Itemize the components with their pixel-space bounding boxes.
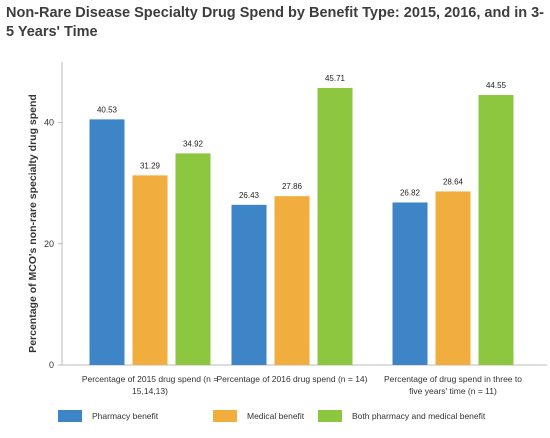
x-tick-label: five years' time (n = 11) <box>409 386 497 396</box>
bar <box>317 87 353 365</box>
data-label: 44.55 <box>486 81 507 90</box>
chart-legend: Pharmacy benefit Medical benefit Both phar… <box>0 410 550 430</box>
y-tick-label: 40 <box>44 118 54 128</box>
bar <box>435 191 471 365</box>
data-label: 45.71 <box>325 74 346 83</box>
legend-label: Medical benefit <box>247 411 305 421</box>
y-tick-label: 0 <box>49 360 54 370</box>
data-label: 26.82 <box>400 188 421 197</box>
legend-swatch <box>213 410 237 422</box>
legend-swatch <box>318 410 342 422</box>
legend-label: Both pharmacy and medical benefit <box>352 411 486 421</box>
data-label: 27.86 <box>282 182 303 191</box>
bar <box>175 153 211 365</box>
bar <box>392 202 428 365</box>
data-label: 26.43 <box>239 191 260 200</box>
x-tick-label: Percentage of drug spend in three to <box>384 374 522 384</box>
legend-label: Pharmacy benefit <box>92 411 159 421</box>
x-tick-label: 15,14,13) <box>132 386 168 396</box>
legend-item: Pharmacy benefit <box>58 410 158 422</box>
bar <box>478 95 514 365</box>
data-label: 34.92 <box>183 139 204 148</box>
bar-chart: 0 20 40 Percentage of MCO's non-rare specia… <box>27 62 547 396</box>
bar <box>231 204 267 365</box>
data-label: 28.64 <box>443 177 464 186</box>
y-axis-title: Percentage of MCO's non-rare specialty d… <box>27 94 39 353</box>
bar <box>132 175 168 365</box>
legend-swatch <box>58 410 82 422</box>
bar <box>274 196 310 365</box>
legend-item: Both pharmacy and medical benefit <box>318 410 485 422</box>
data-label: 31.29 <box>140 161 161 170</box>
chart-title: Non-Rare Disease Specialty Drug Spend by… <box>6 5 545 40</box>
bar <box>89 119 125 365</box>
x-tick-label: Percentage of 2016 drug spend (n = 14) <box>217 374 368 384</box>
data-label: 40.53 <box>97 105 118 114</box>
y-tick-label: 20 <box>44 239 54 249</box>
legend-item: Medical benefit <box>213 410 304 422</box>
x-tick-label: Percentage of 2015 drug spend (n = <box>82 374 218 384</box>
